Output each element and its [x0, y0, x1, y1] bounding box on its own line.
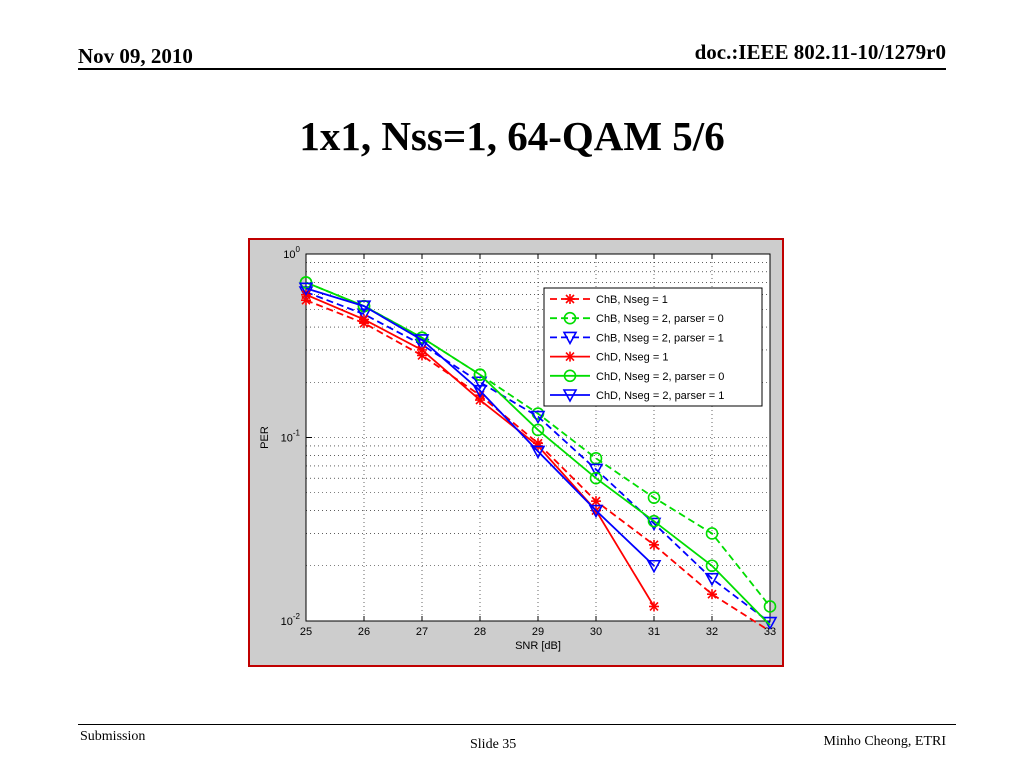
y-axis-label: PER: [259, 426, 271, 449]
marker-star: [707, 589, 717, 600]
legend-item: ChB, Nseg = 1: [550, 294, 668, 306]
legend-label: ChB, Nseg = 2, parser = 1: [596, 332, 724, 344]
marker-triangle: [562, 331, 578, 346]
slide-title: 1x1, Nss=1, 64-QAM 5/6: [299, 113, 725, 159]
marker-star: [649, 539, 659, 550]
marker-circle: [563, 369, 577, 383]
series-line: [305, 299, 769, 629]
header-rule: [78, 68, 946, 70]
legend-item: ChB, Nseg = 2, parser = 0: [550, 311, 724, 325]
x-tick-label: 25: [300, 626, 312, 638]
legend-item: ChD, Nseg = 1: [550, 351, 668, 364]
marker-triangle: [472, 376, 488, 390]
marker-triangle: [704, 572, 720, 587]
series-line: [305, 281, 771, 608]
x-tick-label: 29: [532, 626, 544, 638]
y-tick-label: 10-1: [281, 429, 301, 445]
x-tick-label: 33: [764, 626, 776, 638]
y-tick-label: 100: [283, 245, 300, 261]
footer-submission: Submission: [80, 729, 146, 744]
y-tick-base: 10: [281, 433, 293, 445]
marker-circle: [647, 491, 661, 504]
footer-rule: [78, 724, 956, 725]
marker-triangle: [588, 504, 604, 519]
y-tick-base: 10: [283, 249, 295, 261]
marker-circle: [473, 368, 487, 381]
legend-label: ChD, Nseg = 2, parser = 0: [596, 371, 724, 383]
legend-label: ChD, Nseg = 1: [596, 352, 668, 364]
y-tick-label: 10-2: [281, 612, 301, 628]
series-line: [305, 287, 655, 567]
y-tick-exponent: -1: [293, 429, 301, 438]
series-line: [305, 291, 771, 624]
y-tick-exponent: -2: [293, 612, 301, 621]
x-tick-label: 30: [590, 626, 602, 638]
series-6: [298, 282, 662, 574]
legend-label: ChD, Nseg = 2, parser = 1: [596, 390, 724, 402]
marker-triangle: [356, 308, 372, 322]
x-axis-label: SNR [dB]: [515, 640, 561, 652]
marker-triangle: [298, 282, 314, 297]
marker-circle: [589, 471, 603, 485]
marker-triangle: [356, 300, 372, 314]
marker-circle: [647, 514, 661, 528]
footer-author: Minho Cheong, ETRI: [823, 734, 947, 749]
legend-item: ChD, Nseg = 2, parser = 1: [550, 389, 724, 403]
legend: ChB, Nseg = 1 ChB, Nseg = 2, parser = 0 Ch…: [543, 287, 763, 407]
marker-star: [565, 351, 575, 362]
marker-circle: [705, 527, 719, 540]
marker-triangle: [588, 463, 604, 478]
legend-label: ChB, Nseg = 1: [596, 294, 668, 306]
y-tick-exponent: 0: [296, 245, 301, 254]
y-tick-base: 10: [281, 616, 293, 628]
legend-box: [543, 287, 763, 407]
header-doc-id: doc.:IEEE 802.11-10/1279r0: [694, 40, 946, 64]
marker-triangle: [472, 384, 488, 399]
x-tick-label: 27: [416, 626, 428, 638]
x-tick-label: 31: [648, 626, 660, 638]
x-tick-label: 26: [358, 626, 370, 638]
marker-circle: [563, 311, 577, 325]
marker-star: [591, 496, 601, 507]
legend-item: ChB, Nseg = 2, parser = 1: [550, 331, 724, 346]
legend-label: ChB, Nseg = 2, parser = 0: [596, 313, 724, 325]
legend-item: ChD, Nseg = 2, parser = 0: [550, 369, 724, 383]
marker-triangle: [414, 334, 430, 348]
footer-slide-number: Slide 35: [470, 737, 517, 752]
marker-triangle: [530, 445, 546, 460]
marker-circle: [531, 423, 545, 437]
marker-circle: [705, 559, 719, 573]
x-tick-label: 28: [474, 626, 486, 638]
x-tick-label: 32: [706, 626, 718, 638]
marker-circle: [299, 276, 313, 289]
header-date: Nov 09, 2010: [78, 44, 193, 68]
marker-triangle: [646, 559, 662, 574]
marker-star: [565, 294, 575, 304]
series-group: [298, 276, 778, 629]
marker-triangle: [562, 389, 578, 403]
marker-triangle: [530, 410, 546, 425]
marker-star: [649, 601, 659, 612]
marker-star: [359, 314, 369, 325]
marker-circle: [763, 600, 777, 613]
